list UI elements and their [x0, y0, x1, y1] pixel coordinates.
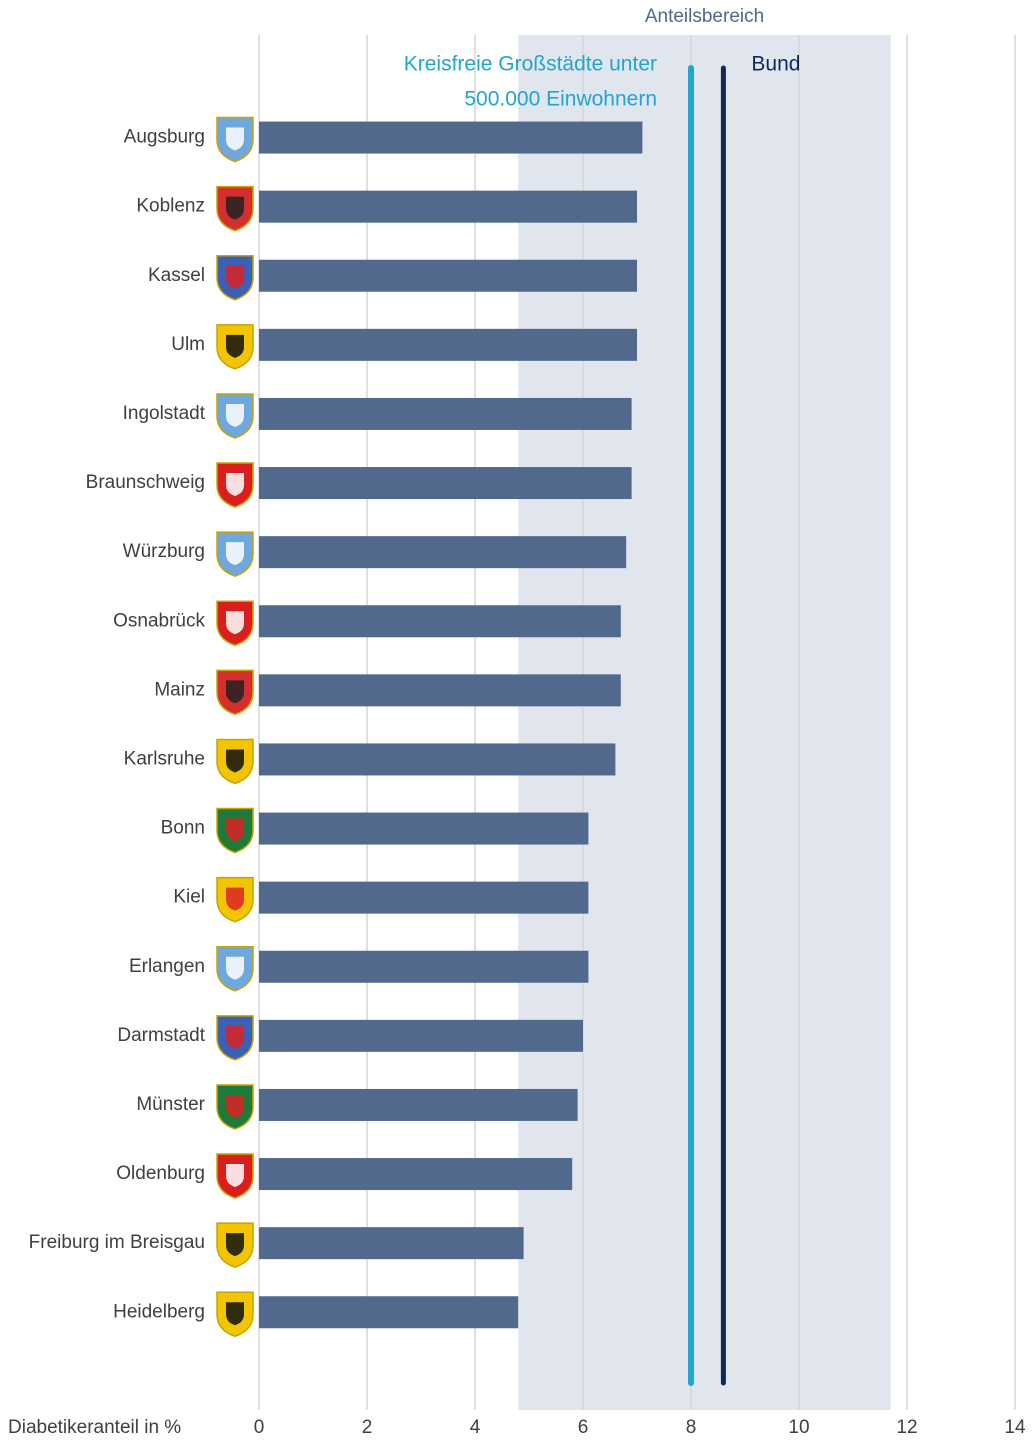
coat-of-arms-detail — [226, 680, 244, 704]
x-tick-label: 6 — [578, 1417, 589, 1438]
y-tick-label: Karlsruhe — [124, 748, 205, 769]
bar — [259, 397, 632, 430]
y-tick-label: Braunschweig — [86, 472, 205, 493]
y-tick-label: Freiburg im Breisgau — [29, 1232, 205, 1253]
y-tick-label: Würzburg — [123, 541, 205, 562]
coat-of-arms-detail — [226, 1164, 244, 1188]
coat-of-arms-detail — [226, 1025, 244, 1049]
coat-of-arms-detail — [226, 334, 244, 358]
x-tick-label: 8 — [686, 1417, 697, 1438]
reference-line-label: 500.000 Einwohnern — [464, 88, 657, 111]
y-tick-label: Koblenz — [136, 196, 205, 217]
range-band-label: Anteilsbereich — [645, 6, 764, 27]
coat-of-arms-detail — [226, 127, 244, 151]
coat-of-arms-detail — [226, 196, 244, 220]
bar — [259, 1088, 578, 1121]
bar — [259, 674, 621, 707]
coat-of-arms-detail — [226, 887, 244, 911]
coat-of-arms-detail — [226, 1302, 244, 1326]
coat-of-arms-detail — [226, 749, 244, 773]
bar — [259, 1227, 524, 1260]
y-tick-label: Bonn — [161, 818, 205, 839]
y-tick-label: Darmstadt — [117, 1025, 205, 1046]
coat-of-arms-detail — [226, 818, 244, 842]
bar — [259, 1296, 519, 1329]
x-tick-label: 2 — [362, 1417, 373, 1438]
coat-of-arms-detail — [226, 265, 244, 289]
y-tick-label: Oldenburg — [116, 1163, 205, 1184]
y-tick-label: Kassel — [148, 265, 205, 286]
bar — [259, 536, 627, 569]
bar — [259, 881, 589, 914]
coat-of-arms-detail — [226, 542, 244, 566]
bar — [259, 605, 621, 638]
y-tick-label: Heidelberg — [113, 1301, 205, 1322]
coat-of-arms-detail — [226, 1094, 244, 1118]
coat-of-arms-detail — [226, 403, 244, 427]
coat-of-arms-detail — [226, 1233, 244, 1257]
reference-line-label: Bund — [751, 53, 800, 76]
y-tick-label: Ingolstadt — [123, 403, 206, 424]
bar — [259, 812, 589, 845]
x-tick-label: 12 — [896, 1417, 917, 1438]
reference-line-label: Kreisfreie Großstädte unter — [404, 53, 657, 76]
x-tick-label: 0 — [254, 1417, 265, 1438]
y-tick-label: Münster — [136, 1094, 205, 1115]
bar — [259, 950, 589, 983]
range-band — [518, 35, 891, 1410]
bar — [259, 259, 637, 292]
bar — [259, 1158, 573, 1191]
y-tick-label: Osnabrück — [113, 610, 205, 631]
x-tick-label: 10 — [788, 1417, 809, 1438]
bar — [259, 328, 637, 361]
bar — [259, 1019, 583, 1052]
coat-of-arms-detail — [226, 611, 244, 635]
coat-of-arms-detail — [226, 473, 244, 497]
coat-of-arms-detail — [226, 956, 244, 980]
x-axis-label: Diabetikeranteil in % — [8, 1417, 181, 1438]
y-tick-label: Kiel — [173, 887, 205, 908]
bar — [259, 743, 616, 776]
x-tick-label: 4 — [470, 1417, 481, 1438]
bar — [259, 190, 637, 223]
y-tick-label: Augsburg — [124, 127, 205, 148]
y-tick-label: Mainz — [154, 679, 205, 700]
x-tick-label: 14 — [1004, 1417, 1026, 1438]
bar — [259, 467, 632, 500]
y-tick-label: Erlangen — [129, 956, 205, 977]
y-tick-label: Ulm — [171, 334, 205, 355]
bar — [259, 121, 643, 154]
